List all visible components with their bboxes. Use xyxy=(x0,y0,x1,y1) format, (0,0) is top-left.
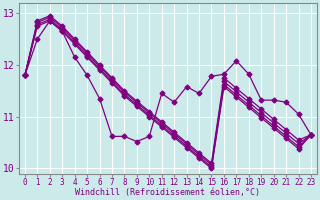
X-axis label: Windchill (Refroidissement éolien,°C): Windchill (Refroidissement éolien,°C) xyxy=(76,188,260,197)
